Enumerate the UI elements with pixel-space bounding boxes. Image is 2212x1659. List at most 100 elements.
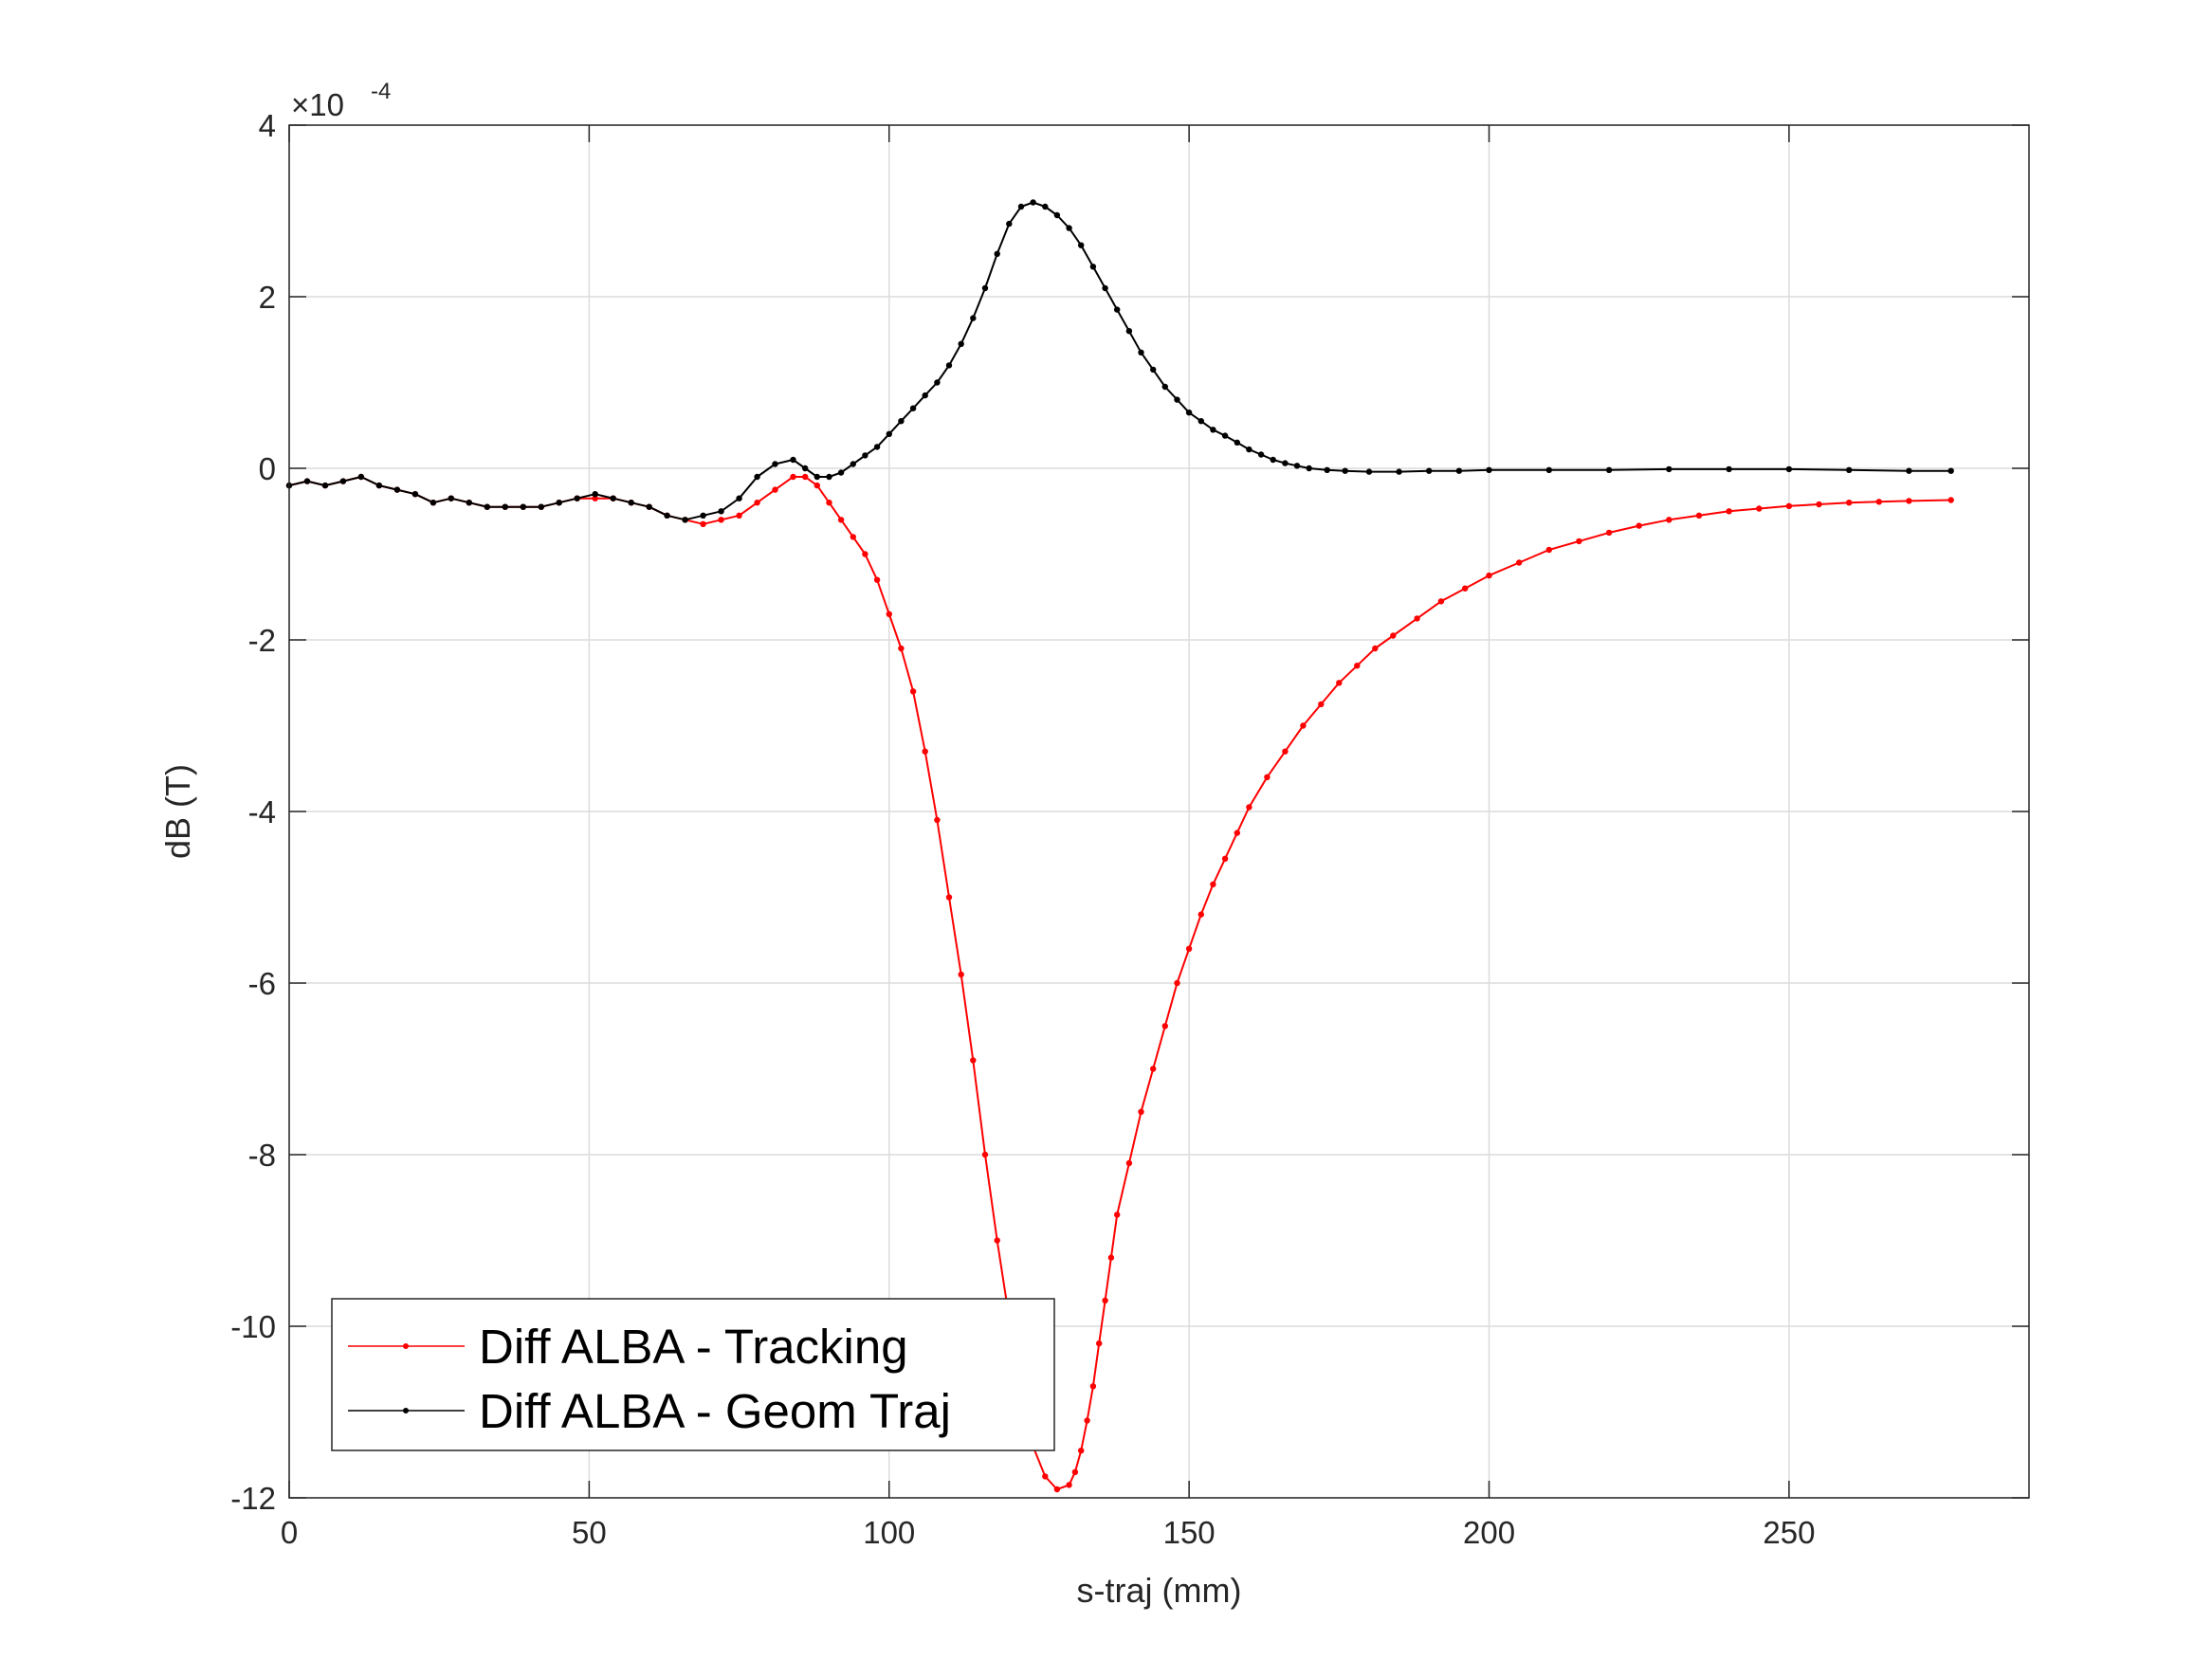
legend: Diff ALBA - Tracking Diff ALBA - Geom Tr… <box>331 1298 1055 1451</box>
data-point <box>994 1237 1000 1244</box>
data-point <box>1605 466 1613 473</box>
data-point <box>981 284 989 292</box>
data-point <box>628 500 634 506</box>
x-tick-label: 50 <box>572 1515 607 1550</box>
data-point <box>886 611 892 617</box>
data-point <box>1221 855 1229 862</box>
y-tick-label: 2 <box>259 280 276 315</box>
data-point <box>850 534 856 540</box>
data-point <box>1264 774 1271 780</box>
y-tick-label: -10 <box>230 1309 276 1344</box>
data-point <box>1089 264 1097 270</box>
legend-label-geom-traj: Diff ALBA - Geom Traj <box>479 1384 951 1438</box>
data-point <box>1084 1417 1090 1424</box>
y-tick-label: 0 <box>259 451 276 486</box>
data-point <box>1726 465 1732 473</box>
x-tick-label: 100 <box>863 1515 915 1550</box>
data-point <box>1486 466 1492 473</box>
x-tick-label: 0 <box>281 1515 298 1550</box>
data-point <box>1605 529 1613 537</box>
data-point <box>574 495 580 501</box>
data-point <box>1426 467 1433 474</box>
data-point <box>375 482 383 489</box>
y-tick-label: -8 <box>248 1138 276 1173</box>
data-point <box>484 503 490 510</box>
data-point <box>1390 632 1397 639</box>
data-point <box>1114 1212 1121 1218</box>
data-point <box>1078 242 1085 248</box>
data-point <box>1197 418 1205 425</box>
data-point <box>682 517 688 523</box>
data-point <box>1636 522 1642 529</box>
data-point <box>1102 284 1108 292</box>
data-point <box>934 816 941 824</box>
data-point <box>754 500 760 506</box>
plot-area <box>285 124 2030 1499</box>
data-point <box>1161 383 1169 391</box>
legend-entry-geom-traj: Diff ALBA - Geom Traj <box>348 1384 951 1438</box>
data-point <box>718 517 724 523</box>
legend-label-tracking: Diff ALBA - Tracking <box>479 1320 908 1374</box>
data-point <box>772 461 778 467</box>
data-point <box>802 465 809 472</box>
data-point <box>1066 1482 1072 1488</box>
data-point <box>1545 466 1553 473</box>
data-point <box>945 894 953 901</box>
data-point <box>862 551 868 557</box>
data-point <box>1234 439 1241 446</box>
data-point <box>393 486 401 493</box>
data-point <box>922 392 928 399</box>
data-point <box>922 748 928 755</box>
data-point <box>1030 199 1036 206</box>
y-tick-label: 4 <box>259 108 276 143</box>
data-point <box>1197 911 1205 918</box>
data-point <box>1300 722 1307 729</box>
data-point <box>1017 203 1025 210</box>
data-point <box>1846 466 1853 473</box>
data-point <box>1078 1448 1085 1454</box>
data-point <box>1342 467 1348 474</box>
data-point <box>909 688 917 695</box>
data-point <box>1947 497 1954 503</box>
data-point <box>958 971 964 978</box>
data-point <box>1372 645 1379 652</box>
data-point <box>592 495 598 501</box>
data-point <box>664 512 670 519</box>
data-point <box>1066 225 1072 231</box>
data-point <box>873 444 881 450</box>
data-point <box>1210 881 1216 888</box>
data-point <box>934 379 941 386</box>
data-point <box>1785 465 1793 473</box>
data-point <box>321 482 329 489</box>
data-point <box>970 315 977 321</box>
data-point <box>646 503 652 510</box>
data-point <box>1906 467 1912 474</box>
data-point <box>814 473 820 481</box>
data-point <box>1174 979 1180 987</box>
data-point <box>837 469 845 476</box>
data-point <box>837 517 845 523</box>
data-point <box>1042 203 1049 210</box>
data-point <box>303 478 311 484</box>
data-point <box>1846 500 1853 506</box>
data-point <box>1246 804 1252 811</box>
data-point <box>1695 512 1703 519</box>
data-point <box>994 250 1000 257</box>
data-point <box>1006 220 1013 228</box>
y-axis-label: dB (T) <box>158 764 197 859</box>
data-point <box>1138 349 1144 356</box>
y-tick-label: -2 <box>248 623 276 658</box>
data-point <box>1150 1066 1157 1072</box>
data-point <box>520 503 526 510</box>
data-point <box>1138 1108 1144 1116</box>
data-point <box>1318 701 1325 708</box>
data-point <box>1210 427 1216 433</box>
y-tick-label: -6 <box>248 966 276 1001</box>
data-point <box>1282 460 1289 466</box>
tick-labels: 0 50 100 150 200 250 -12 -10 -8 -6 -4 -2 0 2 4 <box>230 108 1815 1550</box>
data-point <box>898 418 905 425</box>
data-point <box>1906 498 1912 504</box>
legend-marker-tracking <box>403 1343 409 1349</box>
data-point <box>1114 306 1121 313</box>
